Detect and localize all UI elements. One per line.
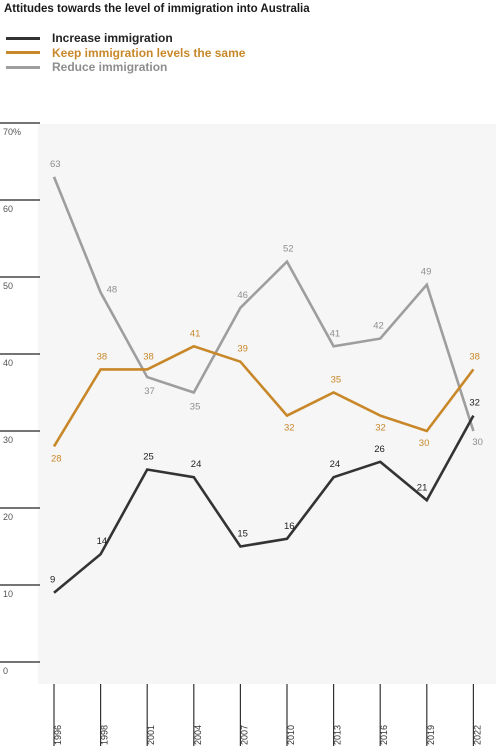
- data-label: 32: [284, 423, 295, 434]
- data-label: 46: [237, 290, 248, 301]
- data-label: 38: [97, 351, 108, 362]
- data-label: 14: [97, 536, 108, 547]
- legend-label-reduce: Reduce immigration: [52, 60, 168, 75]
- legend-swatch-increase: [6, 36, 40, 40]
- x-tick-label: 2016: [379, 725, 389, 745]
- legend-item-same: Keep immigration levels the same: [6, 46, 245, 61]
- x-tick-label: 2022: [472, 725, 482, 745]
- data-label: 30: [472, 437, 483, 448]
- plot-background: [38, 124, 496, 684]
- x-tick-label: 1998: [100, 725, 110, 745]
- data-label: 41: [190, 328, 201, 339]
- data-label: 38: [469, 351, 480, 362]
- data-label: 32: [375, 423, 386, 434]
- series-line-1: [52, 344, 475, 448]
- y-tick-label: 50: [3, 281, 13, 291]
- data-label: 9: [50, 575, 55, 586]
- data-label: 25: [143, 452, 154, 463]
- data-label: 35: [190, 402, 201, 413]
- data-label: 35: [331, 375, 342, 386]
- x-tick-label: 2001: [146, 725, 156, 745]
- legend-swatch-same: [6, 51, 40, 55]
- x-tick-label: 2019: [426, 725, 436, 745]
- data-label: 38: [143, 351, 154, 362]
- data-label: 26: [374, 444, 385, 455]
- data-label: 49: [421, 267, 432, 278]
- data-label: 48: [107, 284, 118, 295]
- data-label: 42: [373, 321, 384, 332]
- data-label: 24: [191, 459, 202, 470]
- data-label: 52: [283, 244, 294, 255]
- y-tick-label: 40: [3, 358, 13, 368]
- y-tick-label: 60: [3, 204, 13, 214]
- legend-item-reduce: Reduce immigration: [6, 60, 245, 75]
- data-label: 63: [50, 159, 61, 170]
- chart-legend: Increase immigration Keep immigration le…: [6, 31, 245, 75]
- data-label: 30: [419, 438, 430, 449]
- x-tick-label: 2007: [239, 725, 249, 745]
- data-label: 41: [330, 328, 341, 339]
- data-label: 39: [237, 344, 248, 355]
- series-line-2: [52, 176, 475, 432]
- data-label: 37: [144, 386, 155, 397]
- data-label: 21: [417, 482, 428, 493]
- chart-title: Attitudes towards the level of immigrati…: [4, 3, 310, 15]
- data-label: 24: [330, 459, 341, 470]
- x-tick-label: 2010: [286, 725, 296, 745]
- series-line-0: [53, 414, 475, 594]
- x-tick-label: 2013: [333, 725, 343, 745]
- y-tick-label: 20: [3, 512, 13, 522]
- x-tick-label: 2004: [193, 725, 203, 745]
- x-tick-label: 1996: [53, 725, 63, 745]
- data-label: 16: [284, 521, 295, 532]
- y-tick-label: 10: [3, 589, 13, 599]
- data-label: 28: [51, 453, 62, 464]
- data-label: 32: [469, 398, 480, 409]
- legend-label-same: Keep immigration levels the same: [52, 45, 246, 60]
- y-tick-label: 0: [3, 666, 8, 676]
- data-label: 15: [237, 529, 248, 540]
- legend-label-increase: Increase immigration: [52, 31, 173, 46]
- y-tick-label: 30: [3, 435, 13, 445]
- legend-item-increase: Increase immigration: [6, 31, 245, 46]
- legend-swatch-reduce: [6, 65, 40, 69]
- y-tick-label: 70%: [3, 127, 21, 137]
